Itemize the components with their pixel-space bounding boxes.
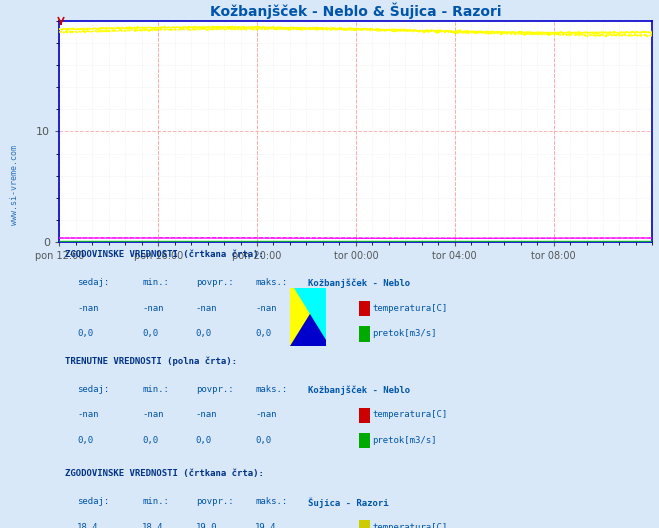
Text: min.:: min.: xyxy=(142,278,169,287)
Bar xyxy=(359,408,370,423)
Text: 0,0: 0,0 xyxy=(77,329,93,338)
Text: min.:: min.: xyxy=(142,385,169,394)
Polygon shape xyxy=(294,288,326,340)
Bar xyxy=(359,326,370,342)
Text: povpr.:: povpr.: xyxy=(196,385,233,394)
Text: 0,0: 0,0 xyxy=(77,436,93,445)
Text: povpr.:: povpr.: xyxy=(196,497,233,506)
Text: 0,0: 0,0 xyxy=(142,436,158,445)
Text: maks.:: maks.: xyxy=(255,385,287,394)
Text: temperatura[C]: temperatura[C] xyxy=(372,304,447,313)
Text: min.:: min.: xyxy=(142,497,169,506)
Text: povpr.:: povpr.: xyxy=(196,278,233,287)
Text: pretok[m3/s]: pretok[m3/s] xyxy=(372,329,437,338)
Bar xyxy=(359,433,370,448)
Text: 19,0: 19,0 xyxy=(196,523,217,528)
Text: 0,0: 0,0 xyxy=(255,436,271,445)
Text: 19,4: 19,4 xyxy=(255,523,277,528)
Text: Kožbanjšček - Neblo: Kožbanjšček - Neblo xyxy=(308,385,411,394)
Text: maks.:: maks.: xyxy=(255,497,287,506)
Polygon shape xyxy=(290,288,326,346)
Text: 0,0: 0,0 xyxy=(196,436,212,445)
Title: Kožbanjšček - Neblo & Šujica - Razori: Kožbanjšček - Neblo & Šujica - Razori xyxy=(210,2,501,18)
Text: temperatura[C]: temperatura[C] xyxy=(372,410,447,419)
Text: -nan: -nan xyxy=(255,410,277,419)
Text: sedaj:: sedaj: xyxy=(77,385,109,394)
Text: 0,0: 0,0 xyxy=(196,329,212,338)
Text: maks.:: maks.: xyxy=(255,278,287,287)
Bar xyxy=(359,520,370,528)
Text: Šujica - Razori: Šujica - Razori xyxy=(308,497,389,508)
Text: -nan: -nan xyxy=(196,410,217,419)
Text: 18,4: 18,4 xyxy=(142,523,164,528)
Text: ZGODOVINSKE VREDNOSTI (črtkana črta):: ZGODOVINSKE VREDNOSTI (črtkana črta): xyxy=(65,469,264,478)
Text: ZGODOVINSKE VREDNOSTI (črtkana črta):: ZGODOVINSKE VREDNOSTI (črtkana črta): xyxy=(65,250,264,259)
Bar xyxy=(359,301,370,316)
Text: pretok[m3/s]: pretok[m3/s] xyxy=(372,436,437,445)
Text: -nan: -nan xyxy=(142,304,164,313)
Text: Kožbanjšček - Neblo: Kožbanjšček - Neblo xyxy=(308,278,411,288)
Polygon shape xyxy=(290,288,326,346)
Text: -nan: -nan xyxy=(196,304,217,313)
Text: TRENUTNE VREDNOSTI (polna črta):: TRENUTNE VREDNOSTI (polna črta): xyxy=(65,357,237,366)
Text: 18,4: 18,4 xyxy=(77,523,99,528)
Text: -nan: -nan xyxy=(77,304,99,313)
Text: 0,0: 0,0 xyxy=(255,329,271,338)
Text: 0,0: 0,0 xyxy=(142,329,158,338)
Text: -nan: -nan xyxy=(255,304,277,313)
Text: -nan: -nan xyxy=(77,410,99,419)
Text: temperatura[C]: temperatura[C] xyxy=(372,523,447,528)
Text: www.si-vreme.com: www.si-vreme.com xyxy=(10,145,19,225)
Text: sedaj:: sedaj: xyxy=(77,497,109,506)
Text: -nan: -nan xyxy=(142,410,164,419)
Text: sedaj:: sedaj: xyxy=(77,278,109,287)
